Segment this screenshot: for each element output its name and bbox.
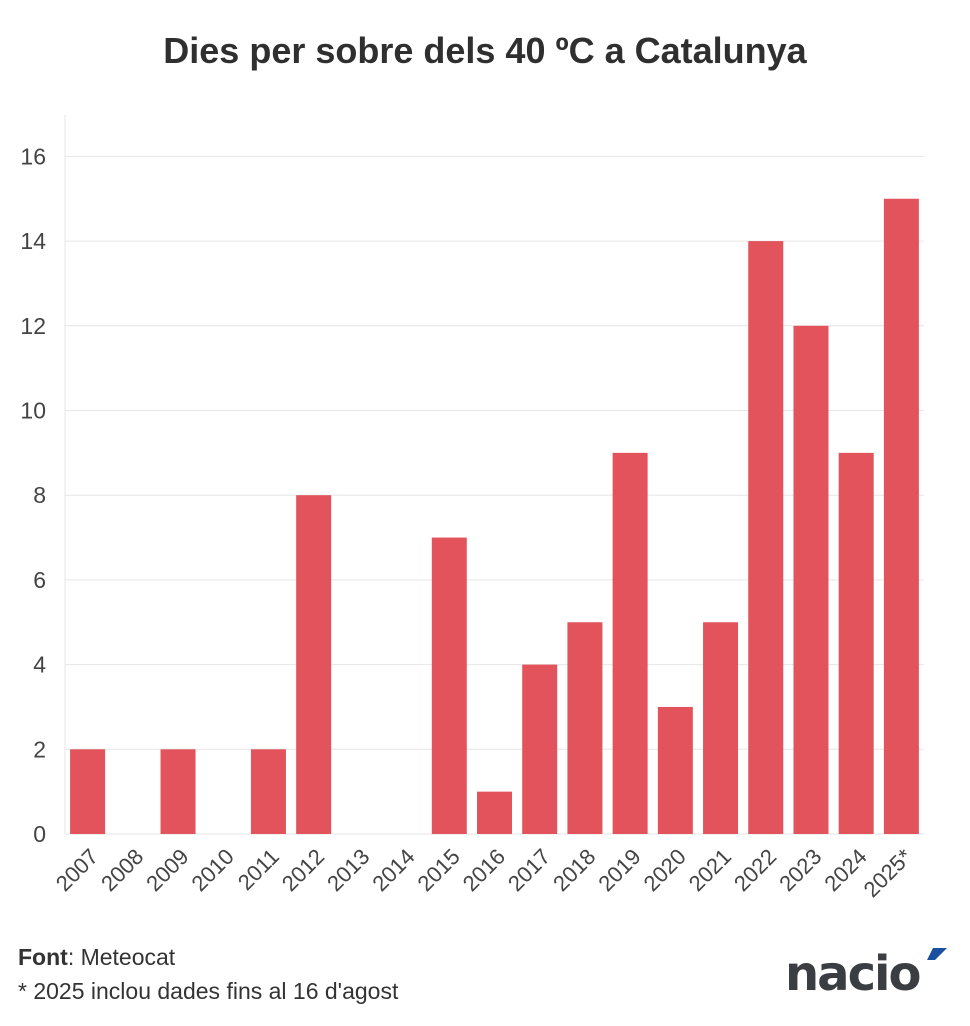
y-tick-label: 8: [33, 482, 46, 508]
bar-2023: [793, 325, 829, 834]
bar-2009: [160, 749, 196, 834]
chart-title: Dies per sobre dels 40 ºC a Catalunya: [163, 30, 807, 71]
x-tick-label: 2020: [639, 844, 691, 896]
x-tick-label: 2009: [141, 844, 193, 896]
bar-2012: [296, 495, 332, 834]
x-tick-label: 2014: [367, 844, 419, 896]
x-tick-label: 2025*: [859, 844, 918, 903]
bar-2007: [70, 749, 106, 834]
y-tick-label: 4: [33, 652, 46, 678]
bar-2024: [838, 452, 874, 834]
bar-2022: [748, 241, 784, 835]
x-tick-label: 2017: [503, 844, 555, 896]
y-tick-label: 12: [20, 313, 46, 339]
bar-2020: [657, 706, 693, 834]
y-tick-label: 14: [20, 228, 46, 254]
footnote: * 2025 inclou dades fins al 16 d'agost: [18, 978, 399, 1004]
logo-accent: [927, 948, 947, 960]
x-tick-label: 2016: [458, 844, 510, 896]
y-tick-labels: 0 2 4 6 8 10 12 14 16: [20, 143, 46, 847]
y-tick-label: 16: [20, 143, 46, 169]
x-tick-label: 2007: [51, 844, 103, 896]
bar-2016: [477, 791, 512, 834]
y-tick-label: 6: [33, 567, 46, 593]
y-tick-label: 10: [20, 398, 46, 424]
logo-wordmark: nacio: [785, 946, 919, 1002]
source-label: Font: [18, 944, 68, 970]
y-tick-label: 0: [33, 821, 46, 847]
y-tick-label: 2: [33, 736, 46, 762]
bar-2011: [250, 749, 286, 834]
bars: [70, 198, 919, 835]
x-tick-label: 2021: [684, 844, 736, 896]
x-tick-label: 2022: [729, 844, 781, 896]
bar-2015: [431, 537, 467, 834]
source-line: Font: Meteocat: [18, 940, 398, 974]
x-tick-label: 2023: [774, 844, 826, 896]
nacio-logo: nacio: [785, 946, 947, 1002]
bar-2019: [612, 452, 648, 834]
bar-2017: [522, 664, 558, 834]
x-tick-label: 2012: [277, 844, 329, 896]
x-tick-label: 2015: [413, 844, 465, 896]
footer: Font: Meteocat * 2025 inclou dades fins …: [18, 940, 398, 1008]
x-tick-labels: 2007200820092010201120122013201420152016…: [51, 844, 917, 903]
source-value: : Meteocat: [67, 944, 176, 970]
bar-2018: [567, 622, 603, 834]
x-tick-label: 2008: [96, 844, 148, 896]
bar-2025: [883, 198, 919, 834]
x-tick-label: 2011: [233, 844, 284, 895]
x-tick-label: 2019: [593, 844, 645, 896]
x-tick-label: 2010: [186, 844, 238, 896]
bar-2021: [703, 622, 739, 834]
x-tick-label: 2013: [322, 844, 374, 896]
x-tick-label: 2018: [548, 844, 600, 896]
